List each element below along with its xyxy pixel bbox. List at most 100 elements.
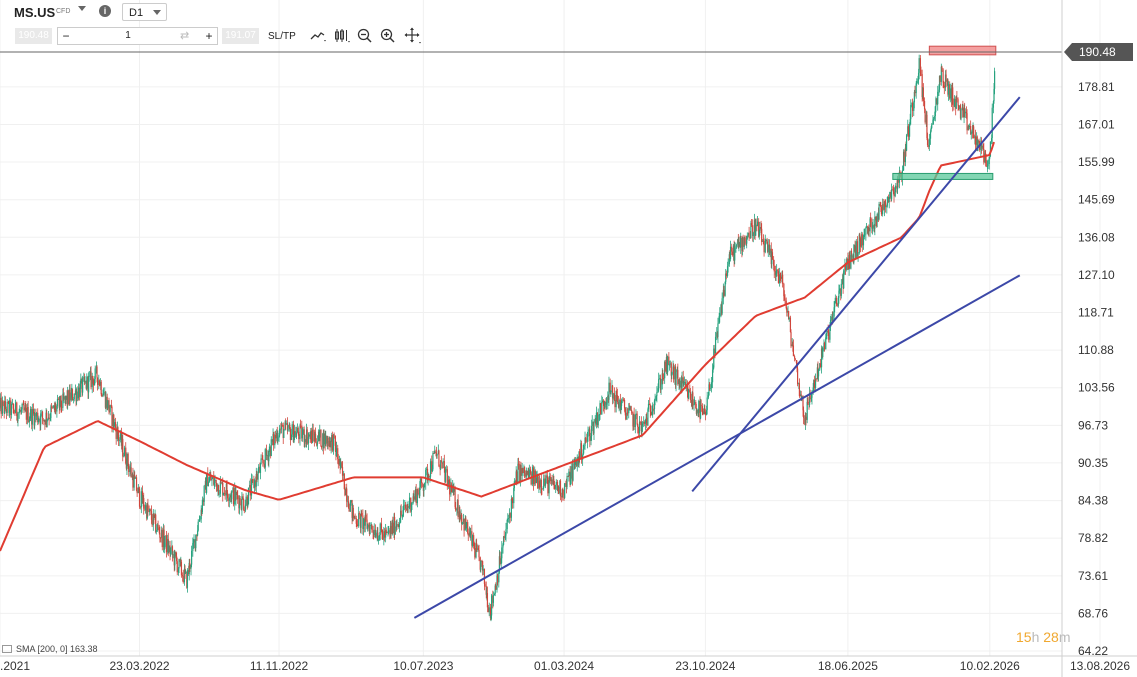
candle-body (570, 478, 572, 485)
candle-body (447, 479, 450, 485)
crosshair-move-icon[interactable] (404, 27, 422, 45)
candle-body (991, 107, 993, 139)
candle-body (859, 234, 861, 239)
y-tick-label: 136.08 (1078, 230, 1115, 244)
candle-body (164, 542, 166, 547)
timeframe-select[interactable]: D1 (122, 3, 167, 21)
candle-body (643, 421, 645, 424)
candle-body (689, 391, 692, 400)
candle-body (609, 382, 611, 393)
candle-body (46, 412, 48, 422)
candle-body (871, 222, 873, 229)
sell-price-button[interactable]: 190.48 (15, 28, 52, 44)
candle-body (179, 559, 181, 563)
candle-body (256, 473, 258, 480)
candle-body (371, 524, 373, 530)
candle-body (513, 488, 515, 504)
candle-body (201, 499, 203, 512)
symbol-name[interactable]: MS.US (14, 5, 56, 20)
candle-body (543, 478, 545, 488)
candle-body (253, 480, 256, 488)
candle-body (874, 216, 876, 229)
candle-body (916, 81, 918, 84)
sltp-button[interactable]: SL/TP (268, 31, 296, 42)
candle-body (49, 418, 51, 420)
candle-body (86, 376, 88, 389)
candle-body (774, 271, 777, 276)
candle-body (794, 358, 796, 361)
candle-body (390, 525, 392, 534)
candle-body (746, 238, 748, 244)
candle-body (516, 471, 518, 483)
indicator-legend[interactable]: SMA [200, 0] 163.38 (2, 644, 98, 654)
candle-body (239, 497, 241, 505)
candle-body (773, 265, 775, 272)
candle-body (805, 416, 807, 420)
candle-body (698, 400, 700, 413)
trade-toolbar: 190.48 − 1 ⇄ + 191.07 SL/TP (0, 26, 1060, 46)
candle-body (96, 366, 98, 378)
quantity-input[interactable]: 1 (125, 30, 131, 41)
candle-body (926, 114, 928, 139)
candle-body (6, 401, 8, 413)
candle-body (417, 489, 419, 494)
chevron-down-icon[interactable] (78, 6, 86, 11)
candle-body (480, 560, 482, 570)
info-icon[interactable]: i (99, 5, 111, 17)
candle-body (718, 316, 720, 324)
x-tick-label: 18.06.2025 (818, 659, 878, 673)
candle-body (325, 435, 327, 445)
indicator-settings-icon[interactable] (2, 645, 12, 653)
candle-body (355, 518, 357, 524)
candle-chart-type-icon[interactable] (333, 27, 351, 45)
zoom-out-icon[interactable] (356, 27, 374, 45)
candle-body (553, 479, 555, 486)
buy-price-button[interactable]: 191.07 (222, 28, 259, 44)
candle-body (92, 379, 95, 386)
candle-body (489, 607, 492, 618)
candle-body (968, 125, 971, 127)
candle-body (182, 575, 184, 583)
line-chart-type-icon[interactable] (309, 27, 327, 45)
quantity-decrease-button[interactable]: − (62, 29, 70, 43)
candle-body (111, 406, 113, 427)
candle-body (117, 435, 120, 441)
resistance-zone (928, 45, 997, 56)
candle-body (705, 410, 708, 415)
candle-body (461, 514, 463, 525)
candle-body (29, 418, 31, 420)
candle-body (94, 368, 96, 380)
zoom-in-icon[interactable] (379, 27, 397, 45)
candle-body (377, 532, 379, 541)
candle-body (728, 254, 730, 265)
y-tick-label: 145.69 (1078, 193, 1115, 207)
candle-body (668, 356, 670, 365)
candle-body (414, 493, 416, 500)
candle-body (935, 98, 937, 107)
candle-body (385, 529, 387, 532)
candle-body (436, 453, 438, 456)
candle-body (4, 401, 6, 410)
candle-body (170, 549, 172, 554)
candle-body (302, 429, 304, 434)
candle-body (688, 389, 690, 399)
candle-body (203, 485, 205, 502)
quantity-increase-button[interactable]: + (205, 29, 213, 43)
candle-body (71, 389, 74, 401)
candle-body (286, 423, 289, 431)
candle-body (197, 521, 199, 531)
candle-body (851, 255, 853, 257)
candle-body (629, 406, 631, 410)
swap-icon[interactable]: ⇄ (180, 30, 190, 42)
quantity-stepper[interactable]: − 1 ⇄ + (57, 27, 218, 45)
candle-body (505, 529, 507, 536)
candle-body (115, 427, 117, 439)
current-price-tag: 190.48 (1064, 43, 1133, 61)
candle-body (16, 402, 18, 417)
candle-body (107, 400, 109, 409)
y-tick-label: 127.10 (1078, 268, 1115, 282)
candle-body (385, 529, 387, 538)
candle-body (308, 434, 310, 437)
candle-body (197, 530, 199, 536)
